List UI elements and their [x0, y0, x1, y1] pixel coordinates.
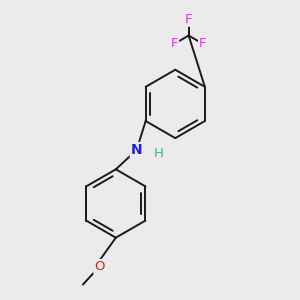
Text: H: H: [154, 147, 164, 161]
Text: F: F: [171, 37, 178, 50]
Text: F: F: [199, 37, 206, 50]
Text: O: O: [94, 260, 105, 273]
Text: F: F: [185, 13, 192, 26]
Text: N: N: [131, 143, 142, 157]
